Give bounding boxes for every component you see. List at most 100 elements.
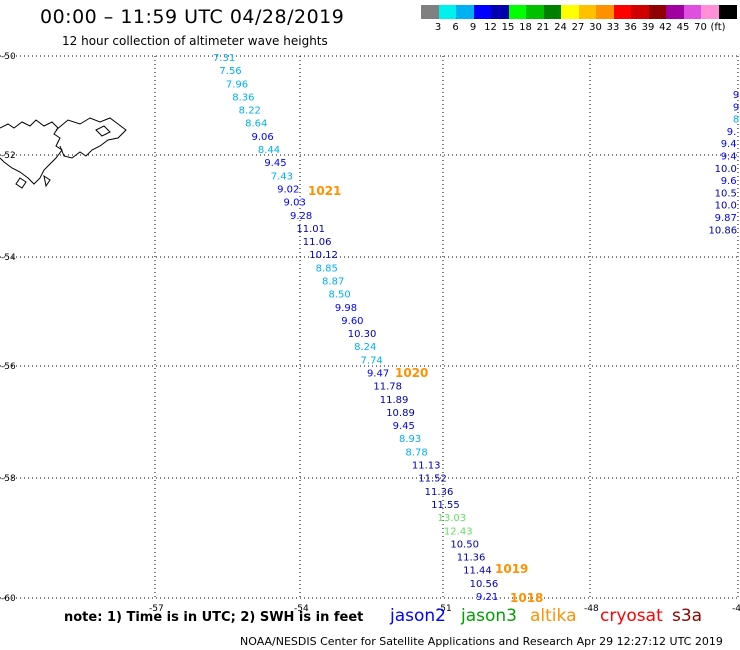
scale-label: 30 [589,22,602,33]
swh-value: 8.36 [232,92,254,103]
swh-value: 9.4 [721,152,737,163]
scale-label: 3 [434,22,442,33]
pressure-label: 1021 [308,184,341,198]
swh-value: 11.36 [457,553,486,564]
scale-label: 6 [452,22,459,33]
swh-value: 7.43 [271,171,293,182]
swh-value: 9 [733,102,739,113]
lat-tick-label: -50 [1,52,16,62]
scale-label: (ft) [710,22,726,33]
scale-label: 12 [484,22,497,33]
swh-value: 9.4 [721,139,737,150]
coastline-west [0,119,63,185]
scale-swatch [543,5,562,19]
swh-value: 8.64 [245,119,267,130]
island-3 [43,174,51,188]
swh-value: 10.86 [709,225,738,236]
scale-label: 70 [694,22,707,33]
lon-tick-label: -57 [149,604,164,614]
lon-tick-label: -48 [584,604,599,614]
satellite-cryosat: cryosat [600,606,663,626]
lon-tick-label: -54 [294,604,309,614]
scale-label: 21 [536,22,550,33]
swh-value: 11.44 [463,566,492,577]
swh-value: 7.96 [226,79,248,90]
swh-value: 8.22 [239,106,261,117]
scale-swatch [666,5,684,19]
pressure-label: 1018 [510,591,543,605]
swh-value: 8.85 [316,263,338,274]
swh-value: 9 [733,90,739,101]
pressure-labels: 1021 1020 1019 1018 [308,184,543,605]
scale-swatch [648,5,667,19]
island-2 [15,177,27,189]
scale-swatch [438,5,457,19]
swh-value: 8.87 [322,276,344,287]
swh-value: 8 [733,115,739,126]
swh-value: 9.03 [284,198,306,209]
swh-value: 7.31 [213,53,235,64]
scale-swatch [578,5,597,19]
scale-swatch [683,5,702,19]
swh-value: 11.55 [431,500,460,511]
swh-value: 8.50 [328,290,350,301]
swh-value: 10.89 [386,408,415,419]
swh-value: 8.24 [354,342,376,353]
swh-value: 8.93 [399,434,421,445]
swh-value: 11.78 [373,382,402,393]
lat-tick-label: -58 [1,474,16,484]
scale-swatch [596,5,614,19]
scale-label: 33 [606,22,620,33]
swh-value: 12.43 [444,526,473,537]
scale-label: 42 [659,22,672,33]
scale-swatch [473,5,492,19]
swh-value: 8.78 [405,447,427,458]
lat-tick-label: -60 [1,594,16,604]
scale-swatch [456,5,474,19]
scale-label: 24 [554,22,567,33]
lat-tick-label: -52 [1,151,16,161]
scale-swatch [561,5,579,19]
pressure-label: 1020 [395,366,428,380]
island-1 [95,125,111,137]
scale-label: 9 [469,22,477,33]
falkland-islands-coastline [0,117,127,189]
note-text: note: 1) Time is in UTC; 2) SWH is in fe… [64,610,364,625]
scale-label: 27 [571,22,585,33]
scale-label: 45 [676,22,690,33]
swh-value: 10.5 [715,188,737,199]
swh-value: 9.45 [393,421,415,432]
scale-label: 36 [624,22,637,33]
scale-swatch [718,5,737,19]
swh-value: 11.52 [418,474,447,485]
scale-swatch [491,5,509,19]
coastline-east [55,117,127,159]
lon-tick-label: -45 [732,604,740,614]
swh-value: 7.56 [219,66,241,77]
swh-value: 9.87 [715,213,737,224]
swh-value: 9. [727,127,737,138]
chart-subtitle: 12 hour collection of altimeter wave hei… [62,34,328,48]
scale-swatch [631,5,649,19]
swh-value: 9.28 [290,211,312,222]
swh-value: 10.12 [309,250,338,261]
scale-swatch [421,5,439,19]
swh-value: 9.06 [251,132,273,143]
swh-value: 7.74 [361,355,383,366]
satellite-jason3: jason3 [461,606,517,626]
lat-tick-label: -54 [1,253,16,263]
footer-credit: NOAA/NESDIS Center for Satellite Applica… [240,635,723,648]
swh-value: 13.03 [438,513,467,524]
swh-value: 9.60 [341,316,363,327]
lat-tick-label: -56 [1,362,16,372]
scale-swatch [526,5,544,19]
scale-label: 18 [519,22,532,33]
swh-value: 8.44 [258,145,280,156]
swh-value: 10.30 [348,329,377,340]
scale-label: 15 [501,22,515,33]
swh-value: 10.0 [715,201,737,212]
scale-swatch [613,5,632,19]
swh-value: 10.56 [470,579,499,590]
